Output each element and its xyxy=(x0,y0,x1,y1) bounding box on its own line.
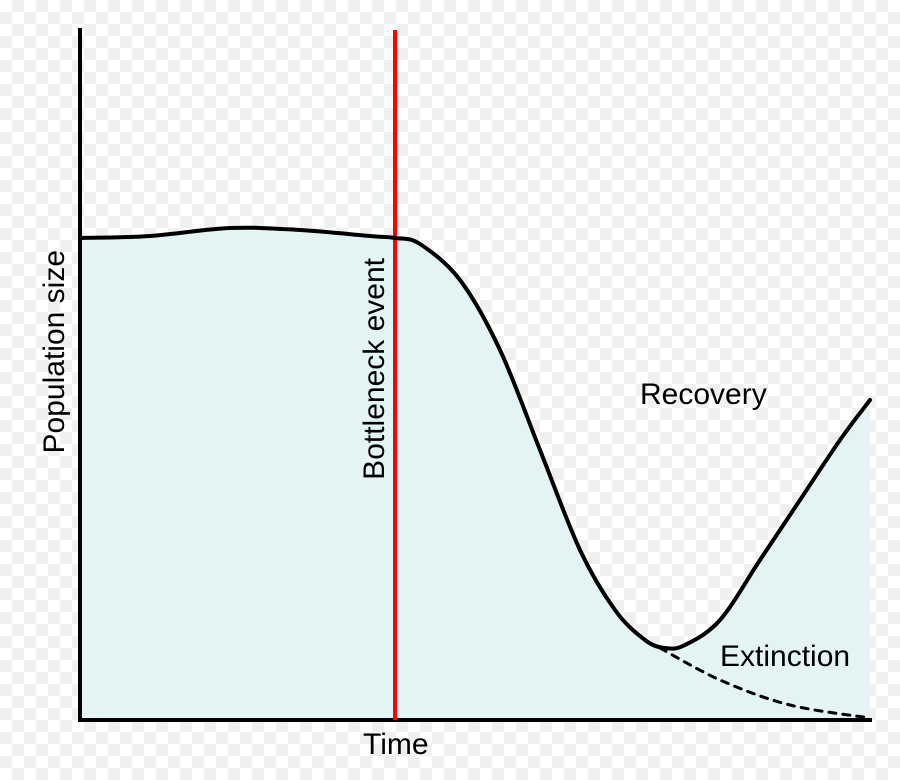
recovery-label: Recovery xyxy=(640,378,767,412)
diagram-stage: Population size Time Bottleneck event Re… xyxy=(0,0,900,780)
bottleneck-event-label: Bottleneck event xyxy=(358,258,392,480)
y-axis-label: Population size xyxy=(38,250,72,453)
x-axis-label: Time xyxy=(363,728,429,762)
extinction-label: Extinction xyxy=(720,640,850,674)
